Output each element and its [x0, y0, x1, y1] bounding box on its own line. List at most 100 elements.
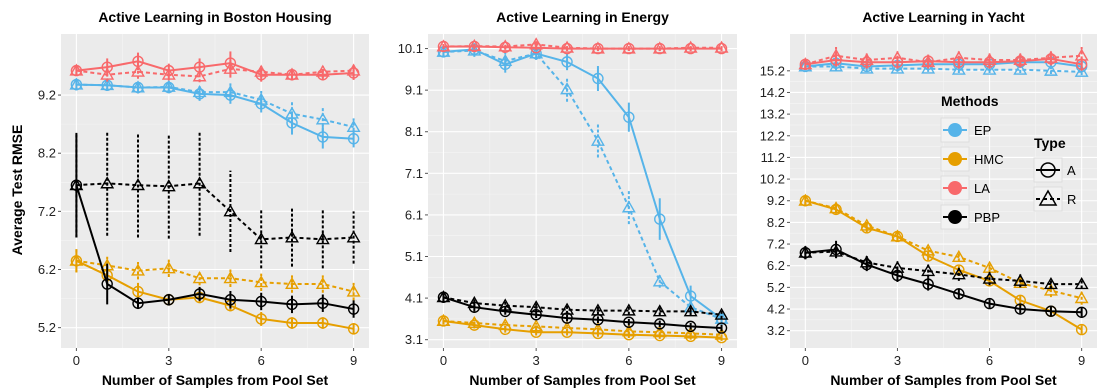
series-line	[75, 184, 354, 310]
y-tick-label: 8.1	[405, 124, 423, 139]
data-point	[982, 52, 997, 65]
legend-method-label: PBP	[974, 210, 1000, 225]
data-point	[592, 72, 604, 85]
series-line	[76, 259, 354, 293]
data-point	[1043, 276, 1058, 290]
data-point	[829, 244, 844, 257]
legend-method-keys: EP HMC LA PBP	[940, 117, 1004, 230]
x-tick-label: 3	[894, 353, 901, 368]
series-line	[805, 54, 1082, 66]
legend-key-marker	[1038, 189, 1058, 206]
data-point	[1074, 276, 1089, 290]
y-tick-label: 7.1	[405, 166, 423, 181]
data-point	[652, 274, 667, 287]
y-tick-label: 8.2	[38, 146, 56, 161]
data-point	[285, 67, 299, 80]
data-point	[1043, 63, 1058, 76]
data-point	[315, 64, 330, 77]
data-point	[499, 305, 511, 318]
series-PBP-R	[69, 131, 361, 269]
legend-methods-title: Methods	[941, 93, 999, 109]
series-line	[76, 182, 354, 241]
data-point	[1043, 283, 1058, 296]
data-point	[590, 41, 605, 54]
data-point	[859, 61, 874, 74]
data-point	[254, 64, 269, 77]
series-line	[443, 296, 722, 329]
data-point	[193, 288, 206, 300]
x-axis-title: Number of Samples from Pool Set	[830, 372, 1057, 388]
data-point	[132, 285, 144, 298]
y-tick-label: 14.2	[760, 85, 785, 100]
legend-key-marker	[1040, 162, 1056, 178]
data-point	[1075, 306, 1088, 318]
data-point	[951, 50, 966, 63]
y-tick-label: 7.2	[38, 204, 56, 219]
y-tick-label: 8.2	[767, 215, 785, 230]
data-point	[652, 304, 667, 317]
y-tick-label: 4.1	[405, 291, 423, 306]
data-point	[982, 62, 997, 75]
data-point	[254, 232, 269, 245]
y-tick-label: 4.2	[767, 302, 785, 317]
data-point	[436, 39, 451, 52]
y-tick-label: 9.2	[38, 88, 56, 103]
data-point	[859, 255, 874, 268]
y-tick-label: 12.2	[760, 128, 785, 143]
data-point	[921, 263, 936, 277]
data-point	[621, 200, 636, 213]
data-point	[317, 131, 329, 143]
series-PBP-R	[436, 290, 729, 320]
data-point	[529, 300, 544, 313]
data-point	[131, 80, 145, 93]
x-tick-label: 9	[1078, 353, 1085, 368]
data-point	[951, 249, 966, 263]
y-tick-label: 5.1	[405, 249, 423, 264]
data-point	[315, 276, 330, 290]
x-tick-label: 0	[440, 353, 447, 368]
data-point	[529, 37, 544, 50]
data-point	[192, 84, 207, 98]
data-point	[498, 317, 513, 331]
data-point	[498, 39, 513, 52]
series-LA-R	[798, 46, 1089, 70]
data-point	[317, 317, 329, 329]
x-tick-label: 6	[258, 353, 265, 368]
data-point	[683, 40, 698, 53]
x-tick-label: 3	[165, 353, 172, 368]
data-point	[621, 41, 636, 54]
data-point	[192, 176, 207, 189]
data-point	[621, 324, 636, 337]
data-point	[590, 133, 605, 146]
data-point	[254, 275, 269, 288]
series-HMC-R	[798, 193, 1089, 305]
data-point	[317, 297, 329, 309]
data-point	[286, 317, 298, 329]
data-point	[715, 322, 728, 334]
data-point	[346, 230, 361, 243]
data-point	[498, 53, 513, 67]
data-point	[859, 218, 874, 231]
x-tick-label: 6	[625, 353, 632, 368]
data-point	[590, 303, 605, 316]
data-point	[346, 119, 361, 133]
series-line	[805, 199, 1083, 331]
series-line	[443, 43, 722, 50]
data-point	[223, 204, 238, 217]
data-point	[131, 178, 145, 191]
legend-method-label: HMC	[974, 152, 1004, 167]
data-point	[285, 276, 299, 290]
data-point	[621, 303, 636, 316]
data-point	[830, 243, 842, 256]
data-point	[714, 40, 729, 53]
data-point	[951, 267, 966, 280]
legend-key-dot	[948, 181, 962, 195]
data-point	[132, 297, 144, 309]
x-axis-title: Number of Samples from Pool Set	[469, 372, 696, 388]
data-point	[1045, 305, 1057, 317]
data-point	[224, 294, 237, 306]
series-line	[805, 61, 1082, 68]
data-point	[921, 243, 936, 256]
series-line	[805, 250, 1082, 286]
data-point	[498, 298, 513, 311]
